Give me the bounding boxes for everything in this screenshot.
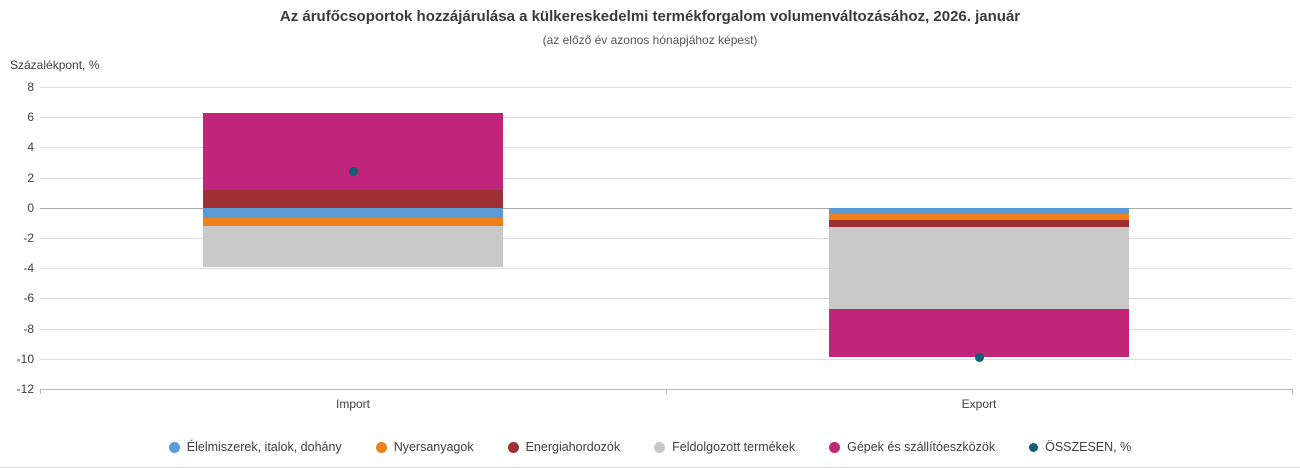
legend-marker-icon <box>375 441 387 453</box>
legend-item[interactable]: Gépek és szállítóeszközök <box>829 440 995 454</box>
legend-label: ÖSSZESEN, % <box>1045 440 1132 454</box>
y-tick-label: 2 <box>27 170 34 185</box>
legend-marker-icon <box>1029 442 1039 452</box>
plot-area: 8 6 4 2 0 -2 -4 -6 -8 -10 -12 Import Export <box>17 80 1293 411</box>
bar-segment <box>829 219 1129 228</box>
y-tick-label: -8 <box>23 321 34 336</box>
total-marker <box>348 167 358 177</box>
legend-item[interactable]: Feldolgozott termékek <box>654 440 795 454</box>
category-axis-tick <box>666 389 667 394</box>
bar-segment <box>829 207 1129 214</box>
bar-segment <box>203 225 503 267</box>
gridline <box>40 328 1292 330</box>
gridline <box>40 147 1292 149</box>
gridline <box>40 87 1292 88</box>
gridline <box>40 298 1292 300</box>
gridline <box>40 358 1292 360</box>
bar-segment <box>203 207 503 219</box>
y-tick-label: -6 <box>23 291 34 306</box>
category-label: Export <box>961 397 997 411</box>
bar-segment <box>203 112 503 190</box>
bar-segment <box>829 213 1129 220</box>
y-tick-label: -10 <box>16 351 34 366</box>
y-tick-label: -4 <box>23 261 34 276</box>
gridline <box>40 117 1292 119</box>
gridline <box>40 238 1292 239</box>
legend-item[interactable]: Élelmiszerek, italok, dohány <box>168 440 342 454</box>
legend: Élelmiszerek, italok, dohány Nyersanyagok… <box>0 440 1300 454</box>
y-tick-label: -12 <box>16 382 34 396</box>
legend-item[interactable]: Energiahordozók <box>507 440 621 454</box>
y-axis-label: Százalékpont, % <box>10 58 100 72</box>
y-tick-label: 0 <box>27 200 34 215</box>
legend-marker-icon <box>654 441 666 453</box>
chart-subtitle: (az előző év azonos hónapjához képest) <box>542 33 758 47</box>
y-tick-label: 8 <box>27 80 34 94</box>
bar-segment <box>829 227 1129 309</box>
gridline <box>40 177 1292 179</box>
legend-label: Nyersanyagok <box>393 440 474 454</box>
legend-item[interactable]: ÖSSZESEN, % <box>1029 440 1131 454</box>
gridline <box>40 207 1292 209</box>
legend-label: Gépek és szállítóeszközök <box>847 440 996 454</box>
legend-item[interactable]: Nyersanyagok <box>375 440 474 454</box>
total-marker <box>974 352 984 362</box>
legend-label: Energiahordozók <box>525 440 621 454</box>
y-tick-label: 4 <box>27 140 34 155</box>
legend-label: Élelmiszerek, italok, dohány <box>186 440 342 454</box>
category-axis-tick <box>1292 389 1293 394</box>
category-axis-tick <box>40 389 41 394</box>
category-label: Import <box>335 397 370 411</box>
chart-title: Az árufőcsoportok hozzájárulása a külker… <box>279 8 1021 25</box>
legend-marker-icon <box>168 441 180 453</box>
bar-segment <box>203 218 503 226</box>
legend-marker-icon <box>507 441 519 453</box>
legend-label: Feldolgozott termékek <box>672 440 796 454</box>
gridline <box>40 268 1292 270</box>
legend-marker-icon <box>829 441 841 453</box>
bar-segment <box>829 308 1129 358</box>
y-tick-label: 6 <box>27 110 34 125</box>
bar-segment <box>203 189 503 208</box>
y-tick-label: -2 <box>23 231 34 245</box>
